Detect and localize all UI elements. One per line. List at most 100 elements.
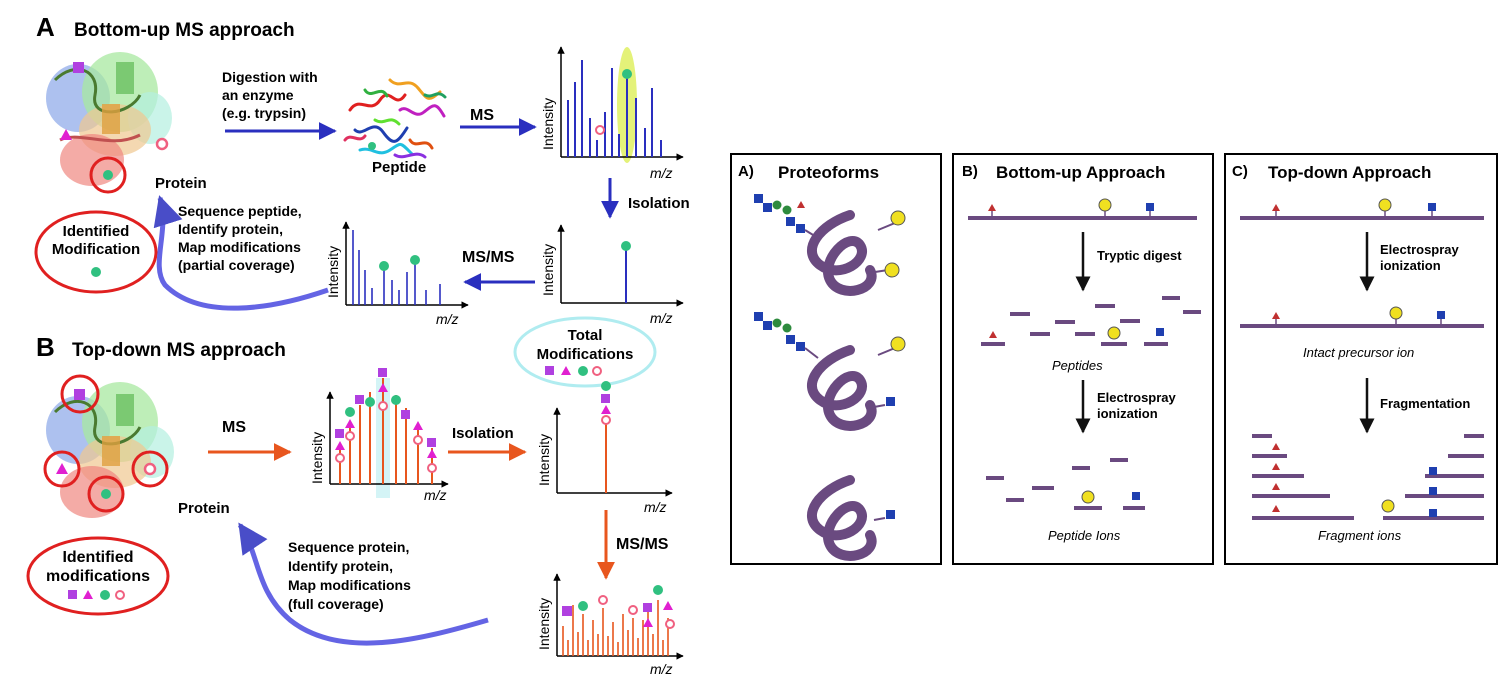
y-axis-b3: Intensity (536, 598, 552, 650)
proteoform-1 (754, 194, 906, 296)
peptide-mixture (343, 78, 447, 159)
section-b: B Top-down MS approach Protein MS (26, 316, 684, 677)
peptide-triangle-icon (989, 331, 997, 338)
feedback-arrow-b (237, 522, 489, 646)
sequence-a-line3: Map modifications (178, 239, 301, 255)
section-a: A Bottom-up MS approach Protein Digestio… (34, 12, 690, 327)
precursor-label: Intact precursor ion (1303, 345, 1414, 360)
peptides-label: Peptides (1052, 358, 1103, 373)
section-a-letter: A (36, 12, 55, 42)
precursor-ion (1240, 306, 1484, 328)
box-c-label: C) (1232, 163, 1248, 180)
section-b-title: Top-down MS approach (72, 340, 286, 361)
digestion-line1: Digestion with (222, 69, 318, 85)
peptide-square-icon (1156, 328, 1164, 336)
mod-circle-open-icon (155, 137, 169, 151)
sequence-a-line4: (partial coverage) (178, 257, 295, 273)
x-axis-b2: m/z (644, 499, 667, 515)
sequence-b-line2: Identify protein, (288, 558, 393, 574)
mod-hexagon-icon (91, 267, 101, 277)
peptide-sphere-icon (1107, 326, 1121, 340)
x-axis-b3: m/z (650, 661, 673, 677)
box-b-title: Bottom-up Approach (996, 163, 1165, 182)
mod-hexagon-icon (101, 489, 111, 499)
total-mods-icons (545, 366, 602, 376)
spectrum-a2: Intensity m/z (540, 224, 684, 326)
sequence-b-line3: Map modifications (288, 577, 411, 593)
electrospray-c-line1: Electrospray (1380, 242, 1460, 257)
msms-label-a: MS/MS (462, 249, 515, 266)
box-a-title: Proteoforms (778, 163, 879, 182)
highlight-ring (89, 156, 127, 194)
fragment-mods (1272, 443, 1437, 517)
proteoform-2 (754, 312, 906, 431)
mod-triangle-icon (56, 463, 68, 474)
tryptic-label: Tryptic digest (1097, 248, 1182, 263)
identified-a-line1: Identified (63, 223, 130, 240)
identified-b-line1: Identified (62, 549, 133, 566)
protein-label-a: Protein (155, 175, 207, 192)
sequence-b-line1: Sequence protein, (288, 539, 409, 555)
fragmentation-label: Fragmentation (1380, 396, 1470, 411)
electrospray-b-line1: Electrospray (1097, 390, 1177, 405)
box-bottom-up: B) Bottom-up Approach Tryptic digest (952, 153, 1214, 565)
glycan-chain (754, 312, 819, 359)
spectrum-a3: Intensity m/z (325, 221, 469, 327)
peptide-label: Peptide (372, 159, 426, 176)
identified-modifications-oval (26, 536, 170, 616)
total-line2: Modifications (537, 346, 634, 363)
spectrum-b2: Intensity m/z (536, 381, 673, 515)
y-axis-a1: Intensity (540, 98, 556, 150)
fragment-ions (1252, 434, 1484, 520)
x-axis-a1: m/z (650, 165, 673, 181)
box-proteoforms: A) Proteoforms (730, 153, 942, 565)
ion-sphere-icon (1081, 490, 1095, 504)
identified-mods-icons (68, 590, 125, 600)
peptides (981, 296, 1201, 346)
digestion-line3: (e.g. trypsin) (222, 105, 306, 121)
box-b-label: B) (962, 163, 978, 180)
ion-square-icon (1132, 492, 1140, 500)
x-axis-b1: m/z (424, 487, 447, 503)
peptide-ions-label: Peptide Ions (1048, 528, 1121, 543)
ms-label-b: MS (222, 419, 246, 436)
highlight-ring (87, 475, 125, 513)
feedback-arrow-a (153, 195, 329, 311)
mod-circle-open-icon (143, 462, 157, 476)
y-axis-a3: Intensity (325, 246, 341, 298)
ms-label-a: MS (470, 107, 494, 124)
intact-protein-c (1240, 198, 1484, 220)
msms-label-b: MS/MS (616, 536, 669, 553)
isolation-label-b: Isolation (452, 425, 514, 442)
y-axis-b1: Intensity (309, 432, 325, 484)
spectrum-b3: Intensity m/z (536, 573, 684, 677)
mod-square-icon (74, 389, 85, 400)
identified-b-line2: modifications (46, 568, 150, 585)
x-axis-a2: m/z (650, 310, 673, 326)
total-line1: Total (568, 327, 603, 344)
digestion-line2: an enzyme (222, 87, 294, 103)
glycan-chain (754, 194, 819, 239)
protein-label-b: Protein (178, 500, 230, 517)
spectrum-b1: Intensity m/z (309, 368, 449, 503)
sequence-a-line1: Sequence peptide, (178, 203, 302, 219)
peptide-ions (986, 458, 1145, 510)
box-top-down: C) Top-down Approach Electrospray ioniza… (1224, 153, 1498, 565)
y-axis-a2: Intensity (540, 244, 556, 296)
identified-a-line2: Modification (52, 241, 140, 258)
sequence-b-line4: (full coverage) (288, 596, 384, 612)
section-b-letter: B (36, 332, 55, 362)
section-a-title: Bottom-up MS approach (74, 20, 295, 41)
mod-hexagon-icon (103, 170, 113, 180)
highlight-ring (60, 374, 100, 414)
sequence-a-line2: Identify protein, (178, 221, 283, 237)
spectrum-a1: Intensity m/z (540, 46, 684, 181)
electrospray-b-line2: ionization (1097, 406, 1158, 421)
electrospray-c-line2: ionization (1380, 258, 1441, 273)
proteoform-3 (807, 475, 895, 561)
y-axis-b2: Intensity (536, 434, 552, 486)
box-a-label: A) (738, 163, 754, 180)
highlight-ring (131, 450, 169, 488)
fragment-ions-label: Fragment ions (1318, 528, 1402, 543)
